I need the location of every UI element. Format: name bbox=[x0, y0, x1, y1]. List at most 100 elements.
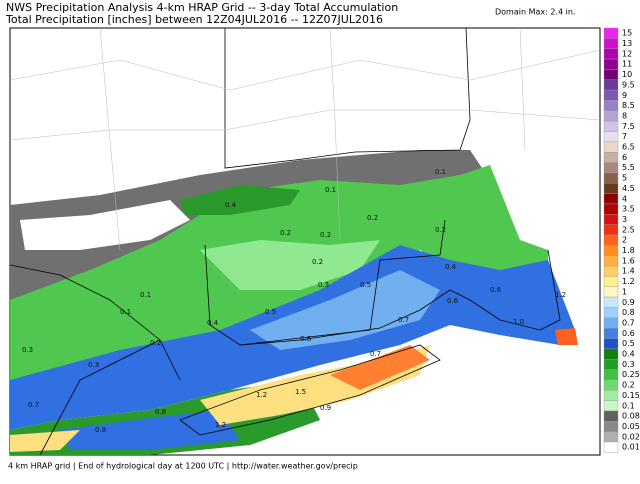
legend-label: 0.25 bbox=[622, 370, 640, 379]
map-label: 0.6 bbox=[490, 286, 502, 294]
legend-label: 0.8 bbox=[622, 308, 635, 317]
map-label: 0.6 bbox=[300, 335, 312, 343]
legend-label: 15 bbox=[622, 29, 632, 38]
map-label: 0.9 bbox=[320, 404, 331, 412]
map-label: 0.2 bbox=[367, 214, 378, 222]
map-label: 0.5 bbox=[360, 281, 371, 289]
legend-label: 9.5 bbox=[622, 80, 635, 89]
county-line bbox=[9, 109, 601, 141]
legend-swatch bbox=[603, 421, 619, 432]
legend-swatch bbox=[603, 172, 619, 184]
legend-swatch bbox=[603, 214, 619, 225]
state-border bbox=[9, 264, 181, 381]
legend-swatch bbox=[603, 441, 619, 453]
legend-swatch bbox=[603, 348, 619, 360]
map: 0.1 0.4 0.2 0.2 0.2 0.1 0.2 0.2 0.3 0.1 0.1 0.2 0.3 0… bbox=[9, 27, 601, 456]
legend-swatch bbox=[603, 48, 619, 60]
legend-label: 0.2 bbox=[622, 381, 635, 390]
legend-swatch bbox=[603, 203, 619, 215]
map-label: 0.7 bbox=[28, 401, 39, 409]
map-labels: 0.1 0.4 0.2 0.2 0.2 0.1 0.2 0.2 0.3 0.1 0.1 0.2 0.3 0… bbox=[22, 168, 566, 434]
legend-label: 7 bbox=[622, 132, 627, 141]
legend-label: 0.4 bbox=[622, 350, 635, 359]
map-label: 1.2 bbox=[256, 391, 267, 399]
legend-label: 0.01 bbox=[622, 443, 640, 452]
county-line bbox=[329, 27, 341, 241]
legend-label: 0.1 bbox=[622, 401, 635, 410]
legend-swatch bbox=[603, 120, 619, 132]
map-label: 0.3 bbox=[22, 346, 33, 354]
state-border bbox=[39, 339, 161, 456]
legend-swatch bbox=[603, 245, 619, 256]
legend-swatch bbox=[603, 224, 619, 236]
coastline bbox=[239, 249, 561, 346]
legend-label: 6.5 bbox=[622, 143, 635, 152]
legend-label: 1.4 bbox=[622, 267, 635, 276]
map-label: 0.2 bbox=[320, 231, 331, 239]
legend-label: 0.05 bbox=[622, 422, 640, 431]
legend-label: 13 bbox=[622, 39, 632, 48]
legend-swatch bbox=[603, 110, 619, 122]
legend-label: 5.5 bbox=[622, 163, 635, 172]
legend-label: 5 bbox=[622, 174, 627, 183]
blue-bottom bbox=[60, 410, 240, 450]
map-label: 0.4 bbox=[445, 263, 457, 271]
map-label: 0.1 bbox=[325, 186, 336, 194]
legend-label: 0.6 bbox=[622, 329, 635, 338]
map-label: 0.2 bbox=[435, 226, 446, 234]
dry-area bbox=[20, 200, 190, 250]
legend-swatch bbox=[603, 141, 619, 153]
borders bbox=[9, 27, 561, 456]
legend-label: 11 bbox=[622, 60, 632, 69]
legend-swatch bbox=[603, 69, 619, 80]
legend: 15131211109.598.587.576.565.554.543.532.… bbox=[603, 27, 640, 453]
footer: 4 km HRAP grid | End of hydrological day… bbox=[8, 462, 358, 471]
legend-swatch bbox=[603, 38, 619, 49]
legend-label: 0.7 bbox=[622, 318, 635, 327]
map-label: 1.5 bbox=[295, 388, 306, 396]
legend-label: 9 bbox=[622, 91, 627, 100]
coastline bbox=[179, 344, 441, 436]
map-label: 0.3 bbox=[318, 281, 329, 289]
legend-swatch bbox=[603, 286, 619, 298]
legend-swatch bbox=[603, 131, 619, 143]
legend-swatch bbox=[603, 307, 619, 319]
legend-swatch bbox=[603, 400, 619, 412]
state-border bbox=[224, 27, 471, 169]
domain-max: Domain Max: 2.4 in. bbox=[495, 8, 575, 17]
legend-label: 4.5 bbox=[622, 184, 635, 193]
legend-label: 0.3 bbox=[622, 360, 635, 369]
legend-label: 0.02 bbox=[622, 432, 640, 441]
county-lines bbox=[9, 27, 601, 251]
map-label: 0.8 bbox=[155, 408, 166, 416]
legend-label: 2 bbox=[622, 236, 627, 245]
map-label: 0.3 bbox=[88, 361, 99, 369]
legend-swatch bbox=[603, 390, 619, 401]
map-label: 0.4 bbox=[207, 319, 219, 327]
light-blue-area bbox=[250, 270, 440, 350]
map-label: 0.5 bbox=[265, 308, 276, 316]
legend-swatch bbox=[603, 183, 619, 194]
county-line bbox=[99, 27, 121, 251]
legend-label: 1.8 bbox=[622, 246, 635, 255]
county-line bbox=[519, 27, 526, 151]
subtitle: Total Precipitation [inches] between 12Z… bbox=[5, 13, 383, 26]
map-label: 0.2 bbox=[312, 258, 323, 266]
map-label: 1.2 bbox=[555, 291, 566, 299]
legend-swatch bbox=[603, 431, 619, 443]
light-green-area bbox=[200, 240, 380, 290]
legend-label: 3.5 bbox=[622, 205, 635, 214]
orange-area bbox=[330, 345, 430, 390]
legend-swatch bbox=[603, 369, 619, 381]
yellow-area bbox=[10, 430, 80, 452]
legend-swatch bbox=[603, 338, 619, 350]
legend-swatch bbox=[603, 317, 619, 329]
map-label: 0.6 bbox=[447, 297, 459, 305]
legend-label: 10 bbox=[622, 70, 632, 79]
legend-label: 1.2 bbox=[622, 277, 635, 286]
legend-label: 1 bbox=[622, 287, 627, 296]
legend-swatch bbox=[603, 79, 619, 91]
legend-swatch bbox=[603, 296, 619, 308]
legend-label: 0.15 bbox=[622, 391, 640, 400]
legend-swatch bbox=[603, 327, 619, 339]
